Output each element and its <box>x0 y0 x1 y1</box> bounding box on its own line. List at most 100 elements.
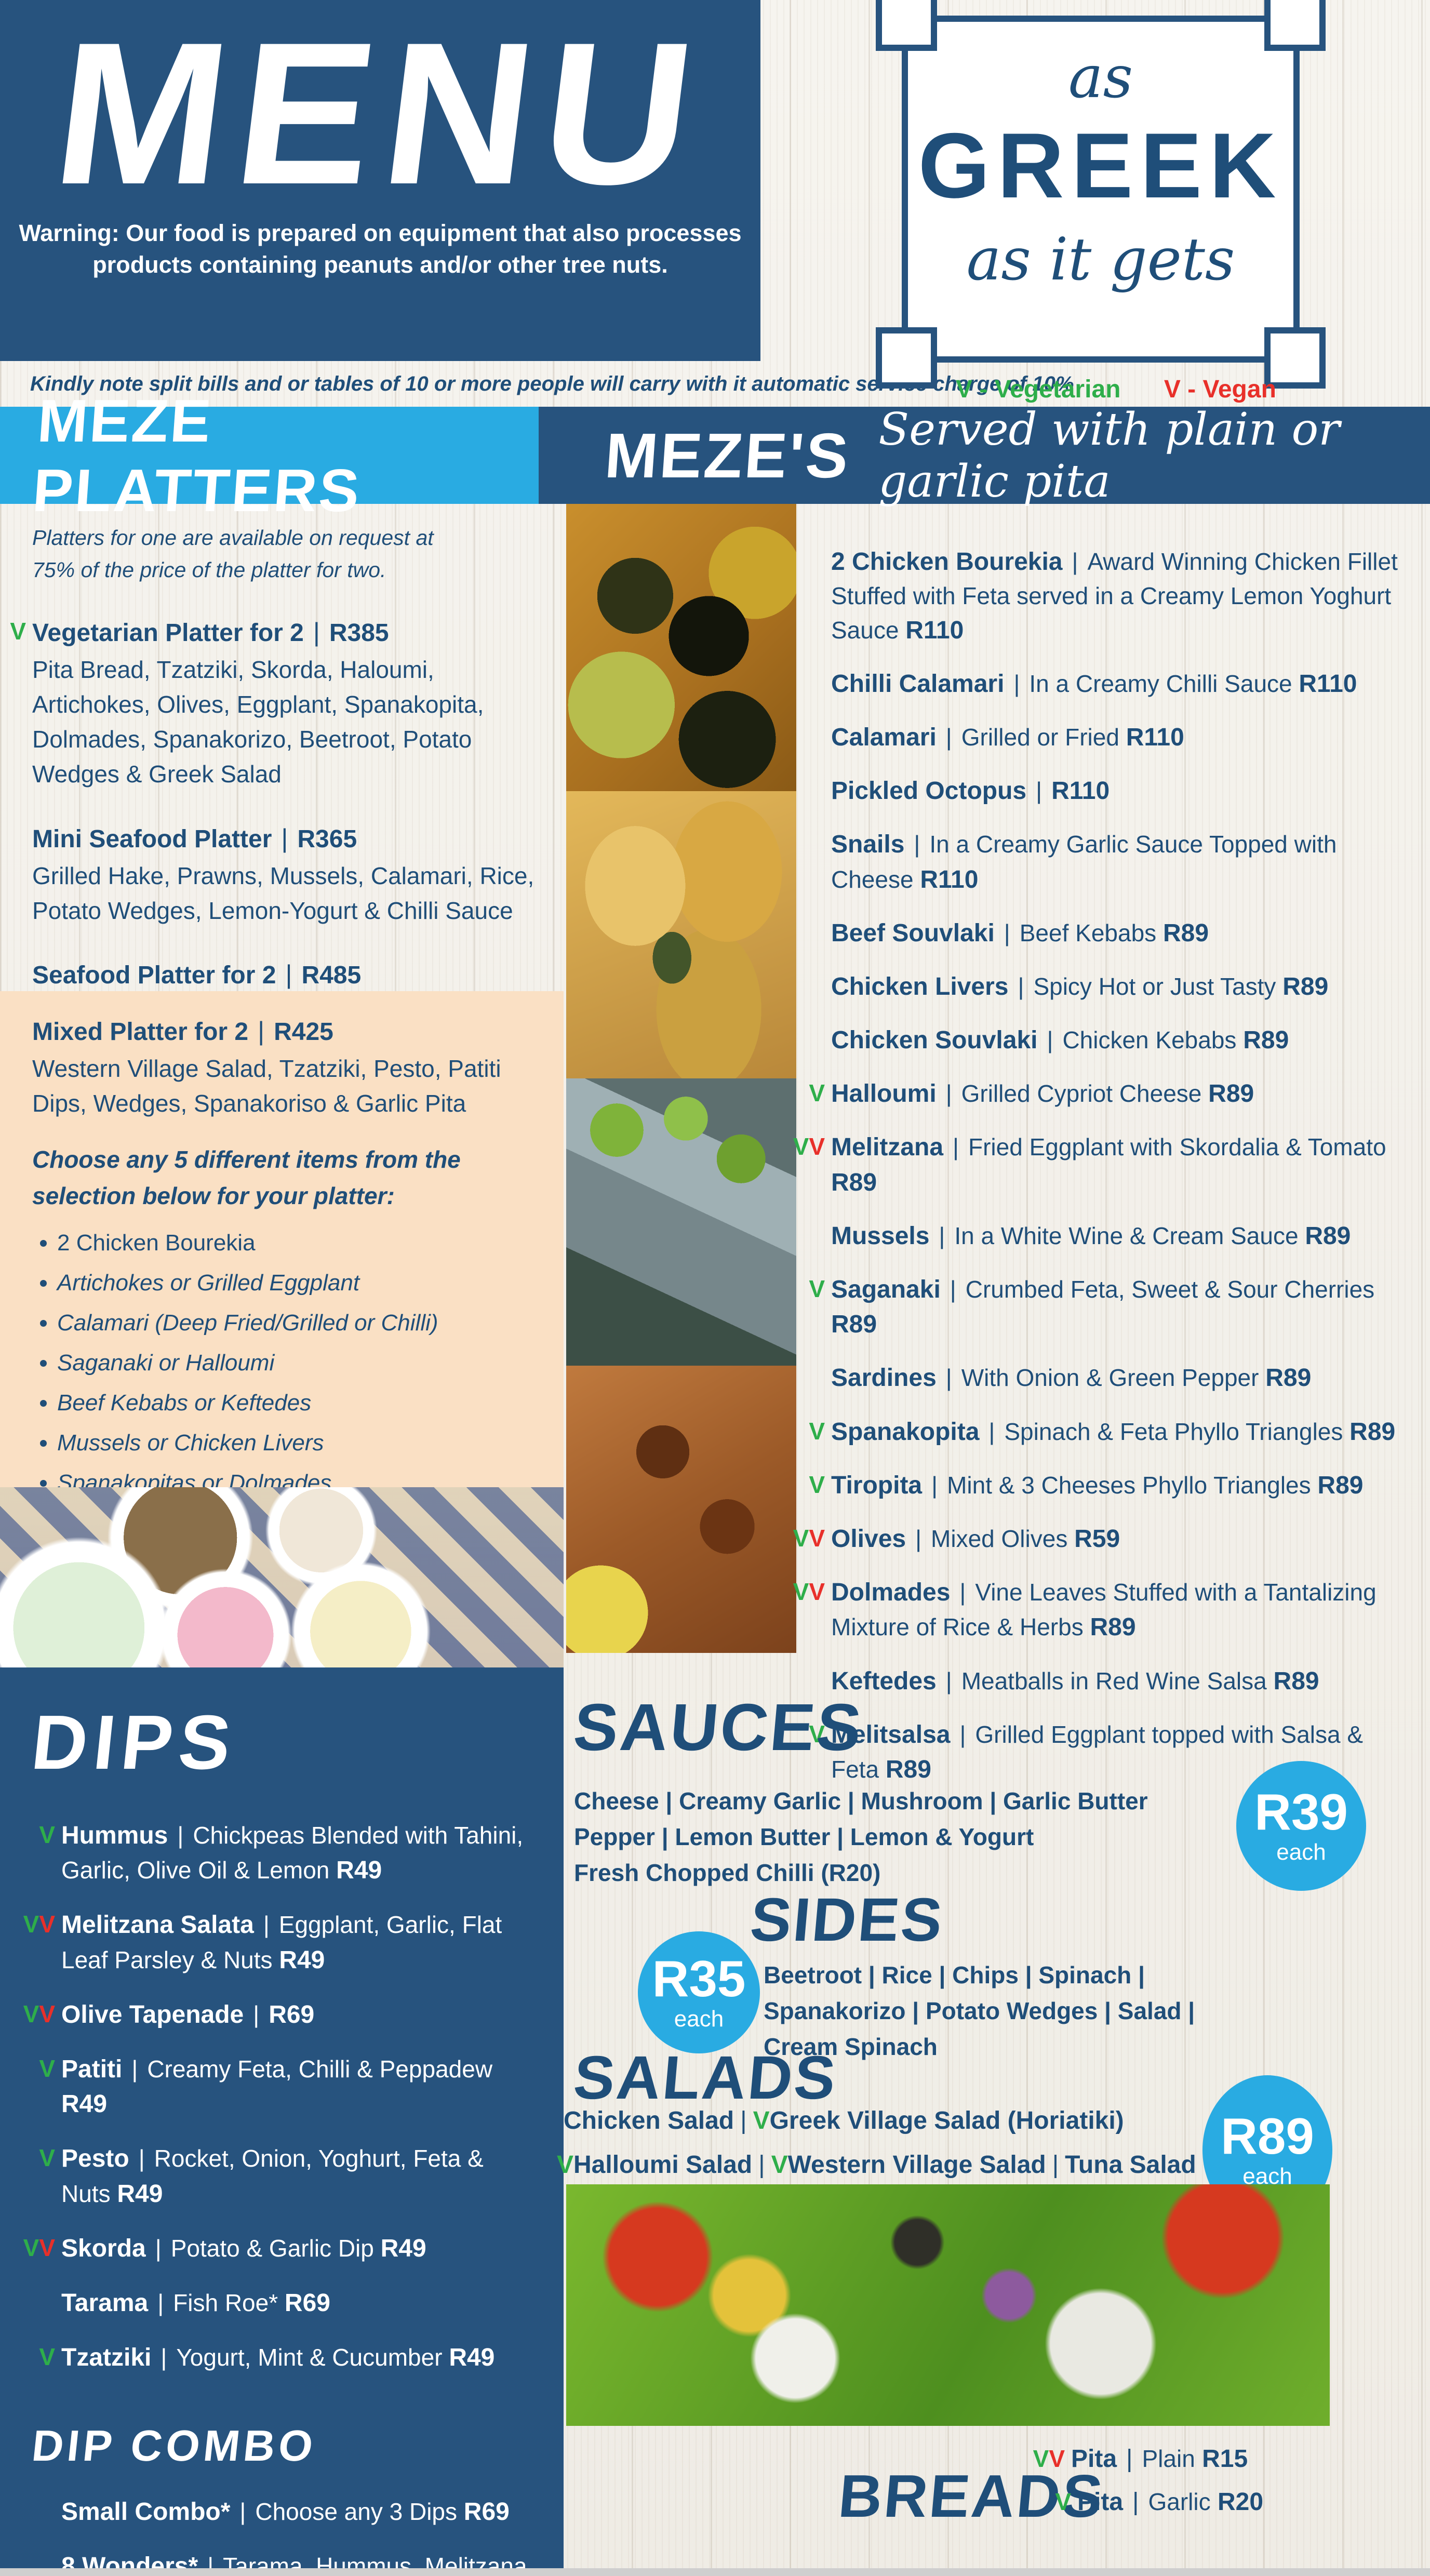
diet-badges: VV <box>23 1911 55 1938</box>
menu-item: Beef Souvlaki | Beef Kebabs R89 <box>831 919 1209 947</box>
price: R49 <box>117 2180 163 2208</box>
menu-item: Sardines | With Onion & Green Pepper R89 <box>831 1364 1312 1392</box>
menu-item: Chicken Livers | Spicy Hot or Just Tasty R… <box>831 972 1329 1000</box>
diet-badges: V <box>39 1821 55 1848</box>
price: R425 <box>274 1018 333 1046</box>
sides-line: Beetroot | Rice | Chips | Spinach | <box>764 1961 1145 1988</box>
sides-list: Beetroot | Rice | Chips | Spinach | Span… <box>764 1957 1402 2065</box>
breads-list: VV Pita | Plain R15 V Pita | Garlic R20 <box>1033 2445 1264 2531</box>
allergy-warning-line2: products containing peanuts and/or other… <box>92 251 668 278</box>
diet-badges: V <box>809 1471 825 1498</box>
sauces-line: Pepper | Lemon Butter | Lemon & Yogurt <box>574 1823 1034 1850</box>
diet-badges: VV <box>23 2000 55 2027</box>
menu-item: VV Dolmades | Vine Leaves Stuffed with a Ta… <box>793 1575 1410 1645</box>
menu-item: Calamari | Grilled or Fried R110 <box>831 723 1184 751</box>
price-badge-sides: R35 each <box>638 1931 760 2053</box>
logo-text-as: as <box>1068 44 1133 111</box>
salads-line: Chicken Salad | VGreek Village Salad (Hori… <box>564 2107 1124 2134</box>
menu-item: V Tiropita | Mint & 3 Cheeses Phyllo Triang… <box>809 1468 1410 1503</box>
diet-badges: V <box>1055 2488 1071 2515</box>
dips-panel: DIPS V Hummus | Chickpeas Blended with Tahi… <box>0 1667 564 2576</box>
menu-item: VV Skorda | Potato & Garlic Dip R49 <box>23 2231 537 2266</box>
price: R89 <box>1208 1080 1254 1108</box>
menu-item: V Pesto | Rocket, Onion, Yoghurt, Feta & Nu… <box>39 2141 537 2211</box>
price: R110 <box>1051 777 1110 805</box>
platter-option: Mussels or Chicken Livers <box>57 1430 527 1456</box>
section-header-dips: DIPS <box>28 1700 242 1785</box>
menu-item: VV Pita | Plain R15 <box>1033 2445 1248 2473</box>
menu-item-mini-seafood-platter: Mini Seafood Platter | R365 Grilled Hake, … <box>32 823 534 924</box>
menu-item: VV Olive Tapenade | R69 <box>23 1997 537 2032</box>
price: R35 <box>652 1950 746 2007</box>
menu-item: VV Melitzana | Fried Eggplant with Skordali… <box>793 1130 1410 1199</box>
platter-option: Artichokes or Grilled Eggplant <box>57 1270 527 1296</box>
sauces-line: Cheese | Creamy Garlic | Mushroom | Garl… <box>574 1787 1148 1814</box>
section-header-sauces: SAUCES <box>570 1690 866 1765</box>
menu-item: Pickled Octopus | R110 <box>831 777 1110 805</box>
menu-item: VV Olives | Mixed Olives R59 <box>793 1521 1410 1556</box>
menu-item: 2 Chicken Bourekia | Award Winning Chicken… <box>831 548 1398 644</box>
diet-badges: VV <box>793 1578 825 1606</box>
menu-item-mixed-platter: Mixed Platter for 2 | R425 <box>32 1017 333 1046</box>
menu-item: V Melitsalsa | Grilled Eggplant topped with… <box>809 1717 1410 1787</box>
bottom-edge <box>0 2568 1430 2576</box>
choose-note: Choose any 5 different items from the se… <box>32 1146 461 1210</box>
menu-item: V Hummus | Chickpeas Blended with Tahini, G… <box>39 1818 537 1888</box>
section-header-meze-platters: MEZE PLATTERS <box>0 387 539 524</box>
menu-item: V Tzatziki | Yogurt, Mint & Cucumber R49 <box>39 2340 537 2375</box>
photo-olives <box>566 504 796 791</box>
price: R89 <box>1243 1026 1289 1055</box>
price: R39 <box>1254 1783 1348 1840</box>
price: R89 <box>885 1755 931 1783</box>
logo-corner-ornament <box>876 327 937 389</box>
photo-souvlaki <box>566 1366 796 1653</box>
menu-item: V Patiti | Creamy Feta, Chilli & Peppadew R… <box>39 2052 537 2121</box>
price: R89 <box>1265 1364 1312 1392</box>
logo-corner-ornament <box>1264 327 1326 389</box>
price: R89 <box>1162 919 1209 947</box>
diet-legend: V - Vegetarian V - Vegan <box>956 375 1276 404</box>
sauces-section: SAUCES Cheese | Creamy Garlic | Mushroom… <box>570 1689 1234 1891</box>
platter-option: Calamari (Deep Fried/Grilled or Chilli) <box>57 1310 527 1336</box>
price: R59 <box>1074 1525 1120 1553</box>
menu-item: VV Melitzana Salata | Eggplant, Garlic, Fla… <box>23 1907 537 1977</box>
price: R110 <box>1299 670 1357 698</box>
diet-badge: V <box>771 2151 788 2179</box>
platter-option: Saganaki or Halloumi <box>57 1350 527 1376</box>
diet-badges: V <box>809 1079 825 1107</box>
diet-badge: V <box>557 2151 574 2179</box>
sauces-line: Fresh Chopped Chilli (R20) <box>574 1859 881 1886</box>
price: R89 <box>831 1168 877 1196</box>
menu-item: Chilli Calamari | In a Creamy Chilli Sauce… <box>831 670 1357 698</box>
diet-badges: VV <box>793 1524 825 1552</box>
mezes-column: 2 Chicken Bourekia | Award Winning Chicken… <box>793 544 1410 1806</box>
logo-text-as-it-gets: as it gets <box>966 226 1235 293</box>
price: R20 <box>1217 2488 1264 2516</box>
price: R110 <box>1126 723 1184 751</box>
price: R89 <box>1273 1667 1319 1695</box>
sides-line: Cream Spinach <box>764 2033 938 2060</box>
price: R110 <box>920 865 979 893</box>
menu-item: V Spanakopita | Spinach & Feta Phyllo Trian… <box>809 1414 1410 1449</box>
platter-options-list: 2 Chicken Bourekia Artichokes or Grilled… <box>32 1230 527 1496</box>
price: R69 <box>269 2000 315 2028</box>
section-header-sides: SIDES <box>747 1886 947 1954</box>
price: R385 <box>329 619 389 647</box>
price: R69 <box>284 2289 330 2317</box>
photo-spanakopita <box>566 791 796 1078</box>
allergy-warning: Warning: Our food is prepared on equipme… <box>0 218 760 281</box>
menu-item: Snails | In a Creamy Garlic Sauce Topped w… <box>831 831 1337 893</box>
price: R110 <box>905 616 964 644</box>
price: R89 <box>1221 2107 1314 2165</box>
diet-badges: VV <box>1033 2445 1065 2472</box>
price: R89 <box>1282 972 1329 1000</box>
platters-intro: Platters for one are available on reques… <box>32 526 434 582</box>
restaurant-logo: as GREEK as it gets <box>876 0 1326 389</box>
diet-badges: V <box>809 1275 825 1303</box>
diet-badges: VV <box>793 1133 825 1160</box>
price: R89 <box>1349 1418 1396 1446</box>
diet-badges: V <box>10 618 26 645</box>
section-header-mezes: MEZE'S Served with plain or garlic pita <box>539 404 1430 508</box>
food-photo-strip <box>566 504 796 1653</box>
